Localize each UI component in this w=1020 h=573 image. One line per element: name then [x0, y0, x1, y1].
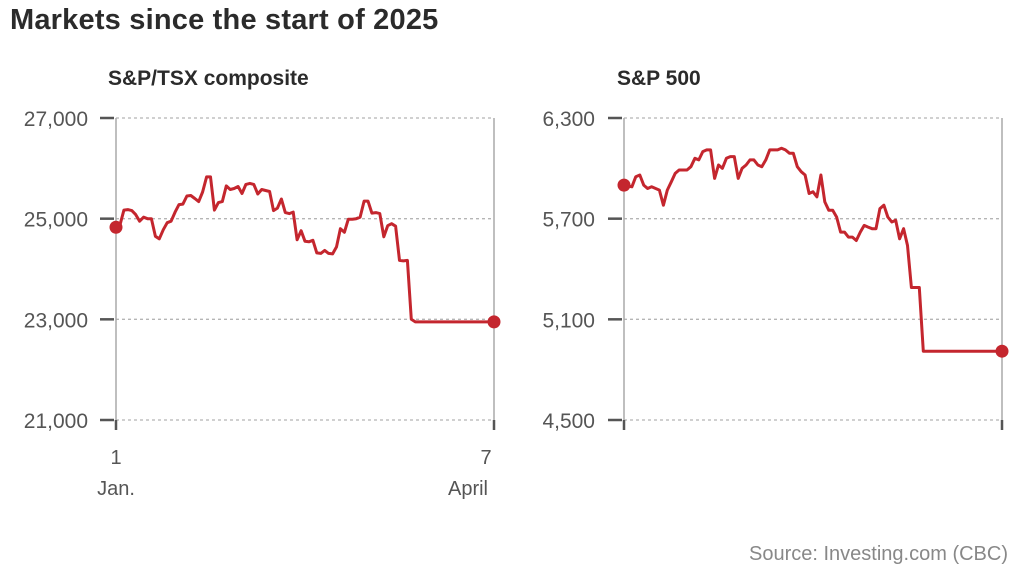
tsx-series-line — [114, 175, 496, 324]
tsx-chart-title: S&P/TSX composite — [108, 67, 309, 90]
sp500-y-tick-label: 5,700 — [542, 209, 595, 232]
tsx-x-tick-day: 7 — [480, 447, 491, 469]
tsx-y-tick-label: 23,000 — [24, 309, 88, 332]
tsx-chart-panel: S&P/TSX composite 27,000 25,000 23,000 21,00… — [24, 67, 501, 500]
sp500-chart-title: S&P 500 — [617, 67, 701, 90]
tsx-x-tick-month: April — [448, 478, 488, 500]
tsx-x-tick-day: 1 — [110, 447, 121, 469]
tsx-y-tick-label: 27,000 — [24, 108, 88, 131]
sp500-chart-panel: S&P 500 6,300 5,700 5,100 4,500 — [542, 67, 1009, 433]
tsx-x-tick-month: Jan. — [97, 478, 135, 500]
tsx-start-point — [109, 220, 123, 234]
sp500-y-tick-label: 5,100 — [542, 309, 595, 332]
tsx-y-tick-label: 21,000 — [24, 410, 88, 433]
sp500-start-point — [617, 178, 631, 192]
sp500-end-point — [995, 344, 1009, 358]
sp500-series-line — [622, 146, 1004, 353]
tsx-y-tick-label: 25,000 — [24, 209, 88, 232]
sp500-y-tick-label: 4,500 — [542, 410, 595, 433]
source-note: Source: Investing.com (CBC) — [749, 543, 1008, 565]
page-title: Markets since the start of 2025 — [10, 4, 439, 36]
tsx-end-point — [487, 315, 501, 329]
sp500-y-tick-label: 6,300 — [542, 108, 595, 131]
